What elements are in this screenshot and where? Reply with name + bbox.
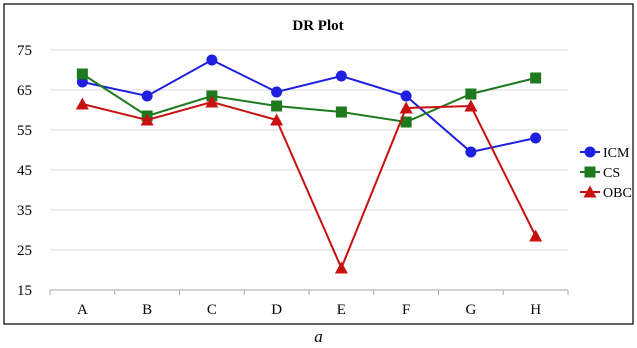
y-tick-label: 55	[17, 123, 32, 139]
x-tick-label: E	[337, 302, 346, 318]
series-line-icm	[82, 58, 536, 154]
y-tick-label: 65	[17, 83, 32, 99]
data-point-obc	[334, 261, 348, 274]
chart-border	[3, 3, 634, 325]
x-tick-label: F	[402, 302, 410, 318]
chart-title: DR Plot	[292, 18, 343, 34]
legend-item-cs: CS	[580, 166, 620, 181]
y-tick-label: 25	[17, 243, 32, 259]
y-tick-label: 75	[17, 43, 32, 59]
legend-marker-obc	[583, 185, 597, 198]
data-point-icm	[335, 70, 347, 82]
data-point-cs	[465, 88, 477, 100]
y-tick-label: 15	[17, 283, 32, 299]
data-point-cs	[530, 72, 542, 84]
x-tick-label: B	[142, 302, 152, 318]
x-tick-label: C	[207, 302, 217, 318]
legend-item-icm: ICM	[580, 146, 630, 161]
x-tick-label: G	[465, 302, 476, 318]
data-point-icm	[465, 146, 477, 158]
series-obc	[75, 95, 543, 274]
data-point-cs	[335, 106, 347, 118]
series-line-cs	[81, 73, 536, 124]
chart-frame: DR Plot 15 25 35 45 55 65 75 A B C D E F G H ICM CS OBC	[3, 3, 634, 325]
legend-item-obc: OBC	[580, 185, 632, 201]
data-point-obc	[399, 101, 413, 114]
series-line-obc	[82, 100, 537, 271]
series-layer	[75, 54, 543, 274]
x-tick-label: A	[77, 302, 88, 318]
data-point-obc	[205, 95, 219, 108]
gridlines	[50, 49, 568, 291]
legend-label-cs: CS	[603, 166, 620, 181]
x-tick-label: H	[530, 302, 541, 318]
data-point-obc	[529, 229, 543, 242]
y-tick-label: 35	[17, 203, 32, 219]
data-point-cs	[76, 68, 88, 80]
legend-marker-icm	[584, 146, 596, 158]
data-point-cs	[271, 100, 283, 112]
legend-label-obc: OBC	[603, 186, 632, 201]
data-point-obc	[270, 113, 284, 126]
series-icm	[76, 54, 542, 158]
data-point-icm	[141, 90, 153, 102]
data-point-icm	[400, 90, 412, 102]
data-point-cs	[400, 116, 412, 128]
x-tick-label: D	[271, 302, 282, 318]
data-point-obc	[140, 113, 154, 126]
figure-caption: a	[314, 327, 323, 346]
data-point-obc	[464, 99, 478, 112]
data-point-icm	[530, 132, 542, 144]
axes: 15 25 35 45 55 65 75 A B C D E F G H	[17, 43, 569, 318]
legend: ICM CS OBC	[580, 146, 632, 201]
data-point-icm	[206, 54, 218, 66]
data-point-obc	[75, 97, 89, 110]
data-point-icm	[271, 86, 283, 98]
legend-marker-cs	[584, 166, 596, 178]
legend-label-icm: ICM	[603, 146, 630, 161]
y-tick-label: 45	[17, 163, 32, 179]
